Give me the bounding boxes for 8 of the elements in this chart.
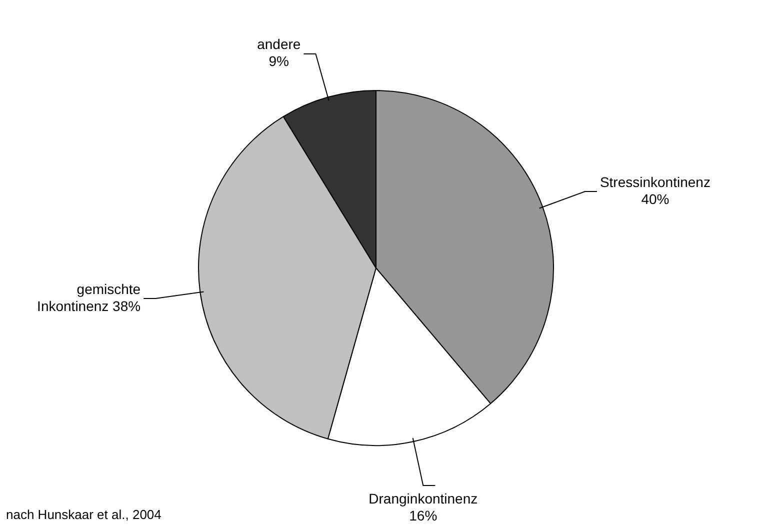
data-label: 40% [641, 190, 670, 207]
slice-label: Stressinkontinenz [600, 174, 710, 190]
slice-label: andere [257, 36, 301, 52]
text: nach Hunskaar et al., 2004 [6, 507, 162, 522]
slice-label: Dranginkontinenz [368, 490, 478, 506]
data-label: 9% [268, 53, 290, 70]
data-label: 16% [409, 507, 438, 524]
slice-label: gemischte Inkontinenz 38% [37, 280, 141, 314]
